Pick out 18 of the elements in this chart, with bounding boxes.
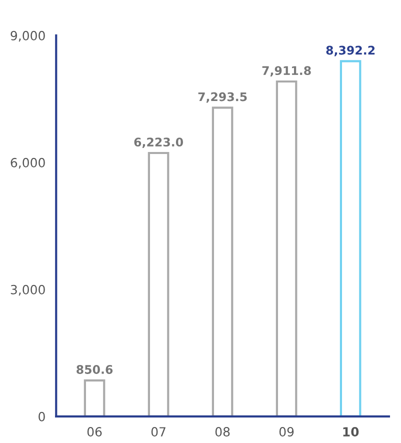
y-tick-label: 0 bbox=[38, 412, 45, 422]
x-tick-label: 08 bbox=[215, 427, 230, 437]
bar bbox=[340, 60, 362, 416]
y-tick-label: 6,000 bbox=[10, 158, 45, 169]
data-label: 8,392.2 bbox=[326, 46, 375, 56]
y-tick-label: 9,000 bbox=[10, 30, 45, 42]
data-label: 6,223.0 bbox=[134, 138, 184, 148]
bar bbox=[212, 106, 234, 416]
bar bbox=[276, 80, 298, 416]
data-label: 7,911.8 bbox=[262, 66, 311, 77]
x-tick-label: 10 bbox=[343, 427, 359, 437]
x-tick-label: 06 bbox=[87, 427, 102, 437]
data-label: 850.6 bbox=[76, 365, 113, 374]
x-tick-label: 07 bbox=[151, 427, 166, 437]
bar bbox=[148, 152, 170, 416]
x-tick-label: 09 bbox=[279, 427, 294, 437]
data-label: 7,293.5 bbox=[198, 92, 247, 103]
y-tick-label: 3,000 bbox=[10, 284, 45, 296]
